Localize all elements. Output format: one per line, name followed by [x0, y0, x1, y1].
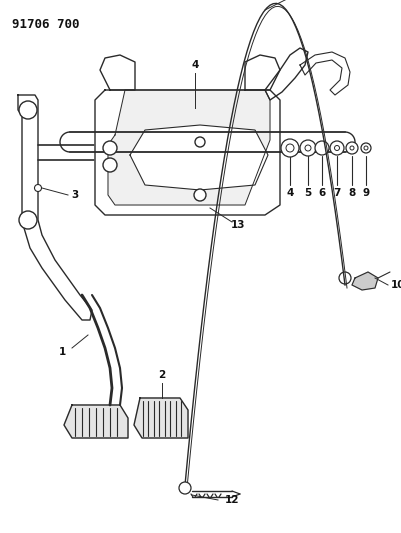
Polygon shape [108, 90, 269, 205]
Circle shape [19, 101, 37, 119]
Polygon shape [130, 125, 267, 190]
Polygon shape [244, 55, 279, 90]
Text: 12: 12 [225, 495, 239, 505]
Text: 7: 7 [332, 188, 340, 198]
Polygon shape [95, 90, 279, 215]
Text: 9: 9 [362, 188, 369, 198]
Circle shape [280, 139, 298, 157]
Circle shape [194, 137, 205, 147]
Text: 10: 10 [390, 280, 401, 290]
Circle shape [334, 146, 339, 150]
Circle shape [345, 142, 357, 154]
Polygon shape [299, 52, 349, 95]
Circle shape [338, 272, 350, 284]
Circle shape [314, 141, 328, 155]
Circle shape [349, 146, 353, 150]
Text: 2: 2 [158, 370, 165, 380]
Polygon shape [134, 398, 188, 438]
Circle shape [103, 158, 117, 172]
Polygon shape [351, 272, 377, 290]
Circle shape [360, 143, 370, 153]
Circle shape [19, 211, 37, 229]
Text: 8: 8 [348, 188, 355, 198]
Polygon shape [100, 55, 135, 90]
Circle shape [299, 140, 315, 156]
Circle shape [363, 146, 367, 150]
Text: 4: 4 [191, 60, 198, 70]
Circle shape [194, 189, 205, 201]
Text: 5: 5 [304, 188, 311, 198]
Polygon shape [264, 48, 307, 100]
Circle shape [34, 184, 41, 191]
Circle shape [285, 144, 293, 152]
Text: 4: 4 [286, 188, 293, 198]
Text: 13: 13 [230, 220, 245, 230]
Text: 91706 700: 91706 700 [12, 18, 79, 31]
Text: 1: 1 [58, 347, 65, 357]
Circle shape [103, 141, 117, 155]
Polygon shape [64, 405, 128, 438]
Circle shape [304, 145, 310, 151]
Text: 6: 6 [318, 188, 325, 198]
Polygon shape [18, 95, 92, 320]
Circle shape [178, 482, 190, 494]
Circle shape [329, 141, 343, 155]
Text: 3: 3 [71, 190, 79, 200]
